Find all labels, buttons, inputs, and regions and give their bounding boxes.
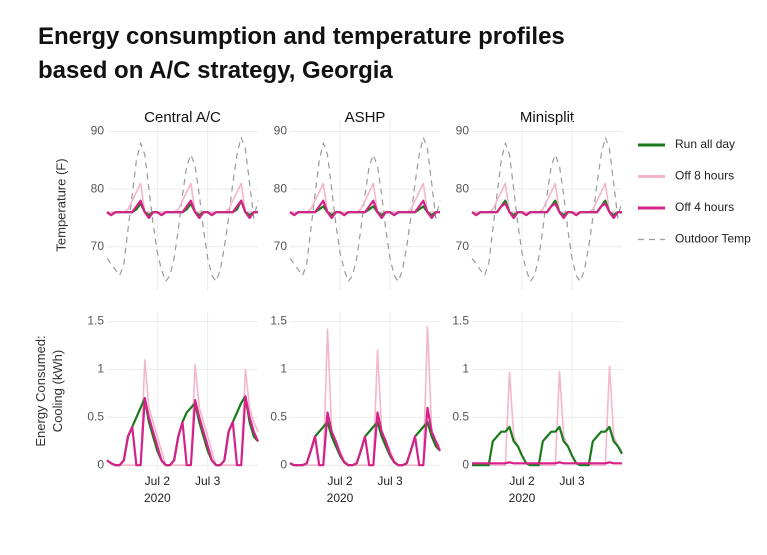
y-tick-label: 1 [280, 362, 287, 376]
x-tick-label: Jul 3 [559, 474, 585, 488]
x-tick-label: Jul 2 [327, 474, 353, 488]
y-tick-label: 80 [456, 181, 470, 195]
x-tick-label: Jul 2 [509, 474, 535, 488]
series-line [290, 182, 440, 213]
series-line [289, 325, 441, 466]
y-tick-label: 0.5 [270, 410, 287, 424]
y-tick-label: 90 [274, 124, 288, 138]
series-line [472, 461, 622, 465]
y-tick-label: 1.5 [452, 314, 469, 328]
y-tick-label: 0 [462, 457, 469, 471]
series-line [106, 395, 260, 467]
column-title: Minisplit [520, 109, 575, 126]
y-tick-label: 80 [91, 181, 105, 195]
y-tick-label: 0.5 [452, 410, 469, 424]
legend-label: Off 4 hours [675, 200, 734, 214]
y-axis-label: Temperature (F) [53, 158, 68, 251]
y-axis-label: Cooling (kWh) [50, 350, 65, 432]
x-tick-sublabel: 2020 [327, 491, 354, 505]
series-line [472, 425, 623, 467]
series-line [106, 359, 259, 466]
x-tick-label: Jul 3 [377, 474, 403, 488]
legend-label: Off 8 hours [675, 169, 734, 183]
y-tick-label: 0 [97, 457, 104, 471]
series-line [472, 182, 622, 213]
y-tick-label: 90 [91, 124, 105, 138]
y-tick-label: 70 [274, 239, 288, 253]
y-tick-label: 1.5 [87, 314, 104, 328]
series-line [471, 202, 622, 220]
series-line [107, 182, 258, 213]
y-tick-label: 70 [456, 239, 470, 253]
y-tick-label: 0 [280, 457, 287, 471]
x-tick-label: Jul 2 [145, 474, 171, 488]
series-line [471, 136, 623, 282]
series-line [106, 199, 258, 220]
column-title: Central A/C [144, 109, 221, 126]
y-tick-label: 1 [462, 362, 469, 376]
y-tick-label: 90 [456, 124, 470, 138]
y-tick-label: 80 [274, 181, 288, 195]
series-line [472, 365, 623, 466]
series-line [106, 136, 259, 282]
y-tick-label: 1 [97, 362, 104, 376]
y-tick-label: 70 [91, 239, 105, 253]
y-axis-label: Energy Consumed: [33, 335, 48, 446]
series-line [289, 406, 442, 467]
y-tick-label: 1.5 [270, 314, 287, 328]
series-line [289, 199, 440, 220]
legend-label: Outdoor Temp [675, 232, 751, 246]
series-line [289, 136, 441, 282]
legend-label: Run all day [675, 137, 735, 151]
x-tick-label: Jul 3 [195, 474, 221, 488]
y-tick-label: 0.5 [87, 410, 104, 424]
x-tick-sublabel: 2020 [509, 491, 536, 505]
column-title: ASHP [345, 109, 386, 126]
x-tick-sublabel: 2020 [144, 491, 171, 505]
chart-title: Energy consumption and temperature profi… [38, 23, 565, 84]
